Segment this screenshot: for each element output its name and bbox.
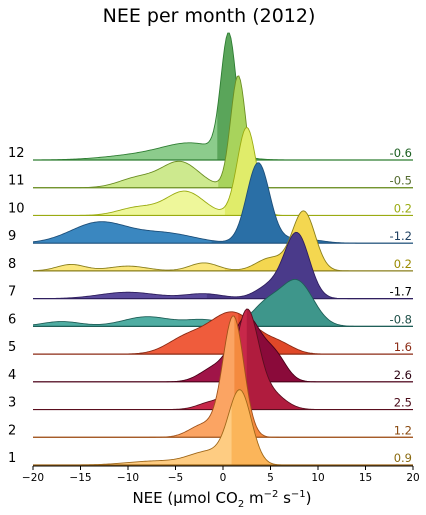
ridge-area-2	[33, 316, 413, 438]
x-axis: −20 −15 −10 −5 0 5 10 15 20	[22, 465, 420, 484]
x-axis-title-sup2: −1	[291, 489, 306, 500]
x-axis-title-sup1: −2	[264, 489, 279, 500]
x-axis-title-sub: 2	[238, 499, 244, 510]
x-tick-label: 5	[267, 472, 274, 484]
x-tick-label: −5	[168, 472, 183, 484]
ridges-group: 12 -0.611 -0.510 0.29 -1.28 0.27 -1.76 -0.85 1.6…	[8, 32, 413, 466]
x-tick-label: 15	[359, 472, 372, 484]
month-label-5: 5	[8, 340, 16, 355]
median-label-12: -0.6	[390, 146, 412, 160]
ridge-area-5	[33, 311, 413, 355]
month-label-10: 10	[8, 201, 25, 216]
x-axis-title-main: NEE (µmol CO	[132, 489, 237, 507]
month-label-11: 11	[8, 174, 25, 189]
month-label-2: 2	[8, 423, 16, 438]
median-label-2: 1.2	[394, 423, 412, 437]
month-label-9: 9	[8, 229, 16, 244]
x-axis-title-end: )	[306, 489, 312, 507]
median-label-7: -1.7	[390, 285, 412, 299]
x-tick-label: 20	[406, 472, 419, 484]
month-label-12: 12	[8, 146, 25, 161]
ridge-area-9	[33, 162, 413, 244]
median-label-8: 0.2	[394, 257, 412, 271]
x-tick-label: 0	[220, 472, 227, 484]
month-label-4: 4	[8, 368, 16, 383]
month-label-6: 6	[8, 312, 16, 327]
month-label-1: 1	[8, 451, 16, 466]
x-tick-label: −15	[69, 472, 91, 484]
median-label-11: -0.5	[390, 174, 412, 188]
median-label-6: -0.8	[390, 312, 412, 326]
month-label-7: 7	[8, 285, 16, 300]
median-label-9: -1.2	[390, 229, 412, 243]
median-label-10: 0.2	[394, 201, 412, 215]
median-label-5: 1.6	[394, 340, 412, 354]
month-label-3: 3	[8, 396, 16, 411]
x-axis-title-mid2: s	[278, 489, 291, 507]
x-axis-title-mid: m	[244, 489, 263, 507]
median-label-4: 2.6	[394, 368, 412, 382]
x-tick-label: 10	[311, 472, 324, 484]
median-label-3: 2.5	[394, 396, 412, 410]
median-label-1: 0.9	[394, 451, 412, 465]
month-label-8: 8	[8, 257, 16, 272]
x-tick-label: −20	[22, 472, 44, 484]
x-axis-title: NEE (µmol CO2 m−2 s−1)	[132, 489, 311, 510]
x-tick-label: −10	[117, 472, 139, 484]
chart-title: NEE per month (2012)	[103, 5, 316, 27]
ridge-area-1	[33, 389, 413, 465]
